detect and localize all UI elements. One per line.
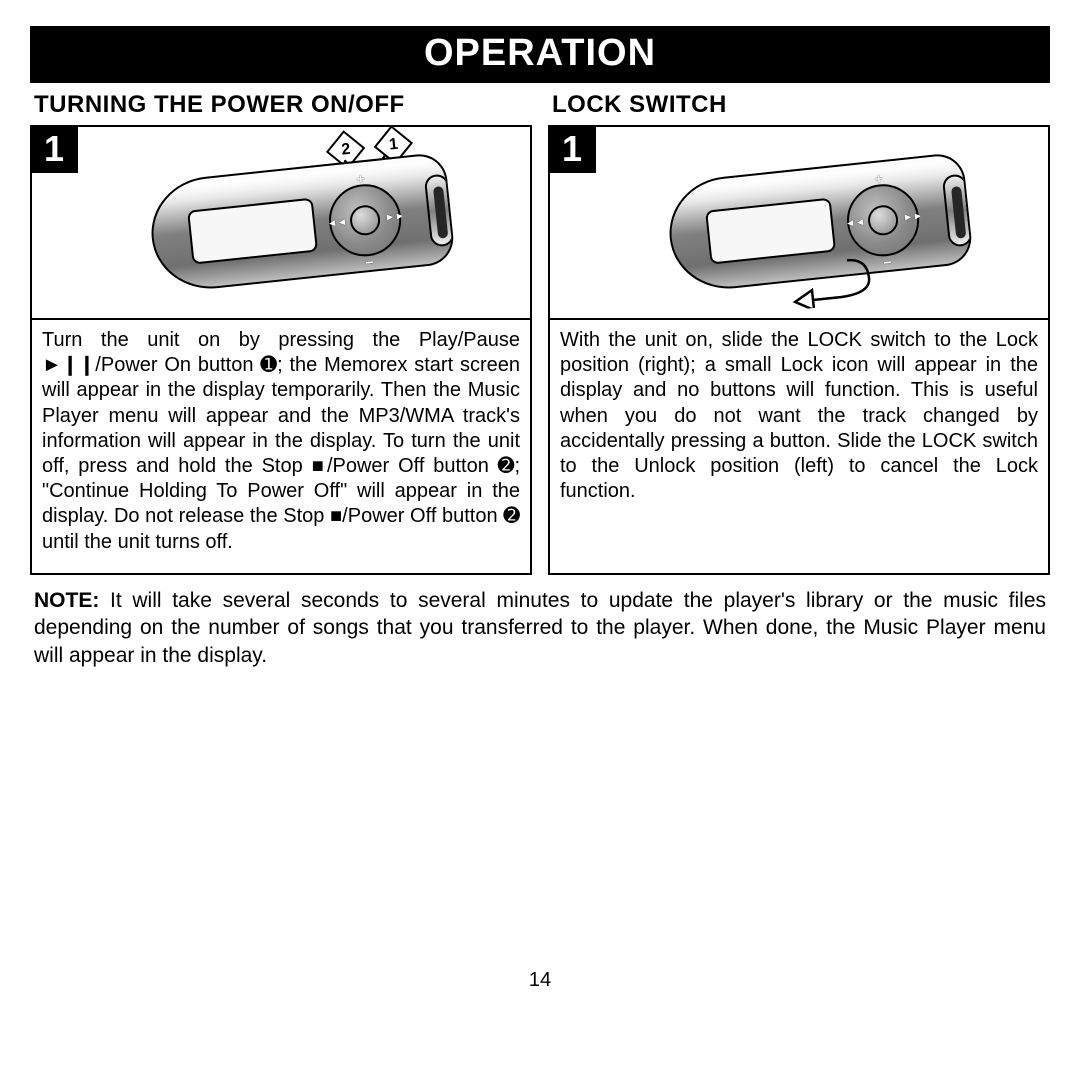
note-text: It will take several seconds to several … xyxy=(34,589,1046,667)
left-heading: TURNING THE POWER ON/OFF xyxy=(34,91,532,119)
callout-2: 2 xyxy=(340,140,351,159)
step-number-right: 1 xyxy=(548,125,596,173)
page-number: 14 xyxy=(30,969,1050,992)
device-screen xyxy=(187,197,318,264)
lock-slide-arrow-icon xyxy=(786,246,891,310)
device-illustration-right: + − ◄◄ ►► xyxy=(664,151,974,294)
note-label: NOTE: xyxy=(34,589,99,612)
device-loop xyxy=(942,173,973,247)
right-figure: 1 + − ◄◄ ►► xyxy=(548,125,1050,320)
page-title: OPERATION xyxy=(30,26,1050,83)
device-illustration-left: 2 1 + − ◄◄ ►► xyxy=(146,151,456,294)
note: NOTE: It will take several seconds to se… xyxy=(30,587,1050,669)
right-text: With the unit on, slide the LOCK switch … xyxy=(548,320,1050,575)
left-text: Turn the unit on by pressing the Play/Pa… xyxy=(30,320,532,575)
callout-1: 1 xyxy=(388,135,399,154)
content-columns: TURNING THE POWER ON/OFF 1 2 1 xyxy=(30,89,1050,575)
device-loop xyxy=(424,173,455,247)
right-heading: LOCK SWITCH xyxy=(552,91,1050,119)
device-dpad: + − ◄◄ ►► xyxy=(326,180,405,259)
right-column: LOCK SWITCH 1 + − ◄◄ ►► xyxy=(548,89,1050,575)
left-figure: 1 2 1 + − ◄◄ xyxy=(30,125,532,320)
left-column: TURNING THE POWER ON/OFF 1 2 1 xyxy=(30,89,532,575)
step-number-left: 1 xyxy=(30,125,78,173)
